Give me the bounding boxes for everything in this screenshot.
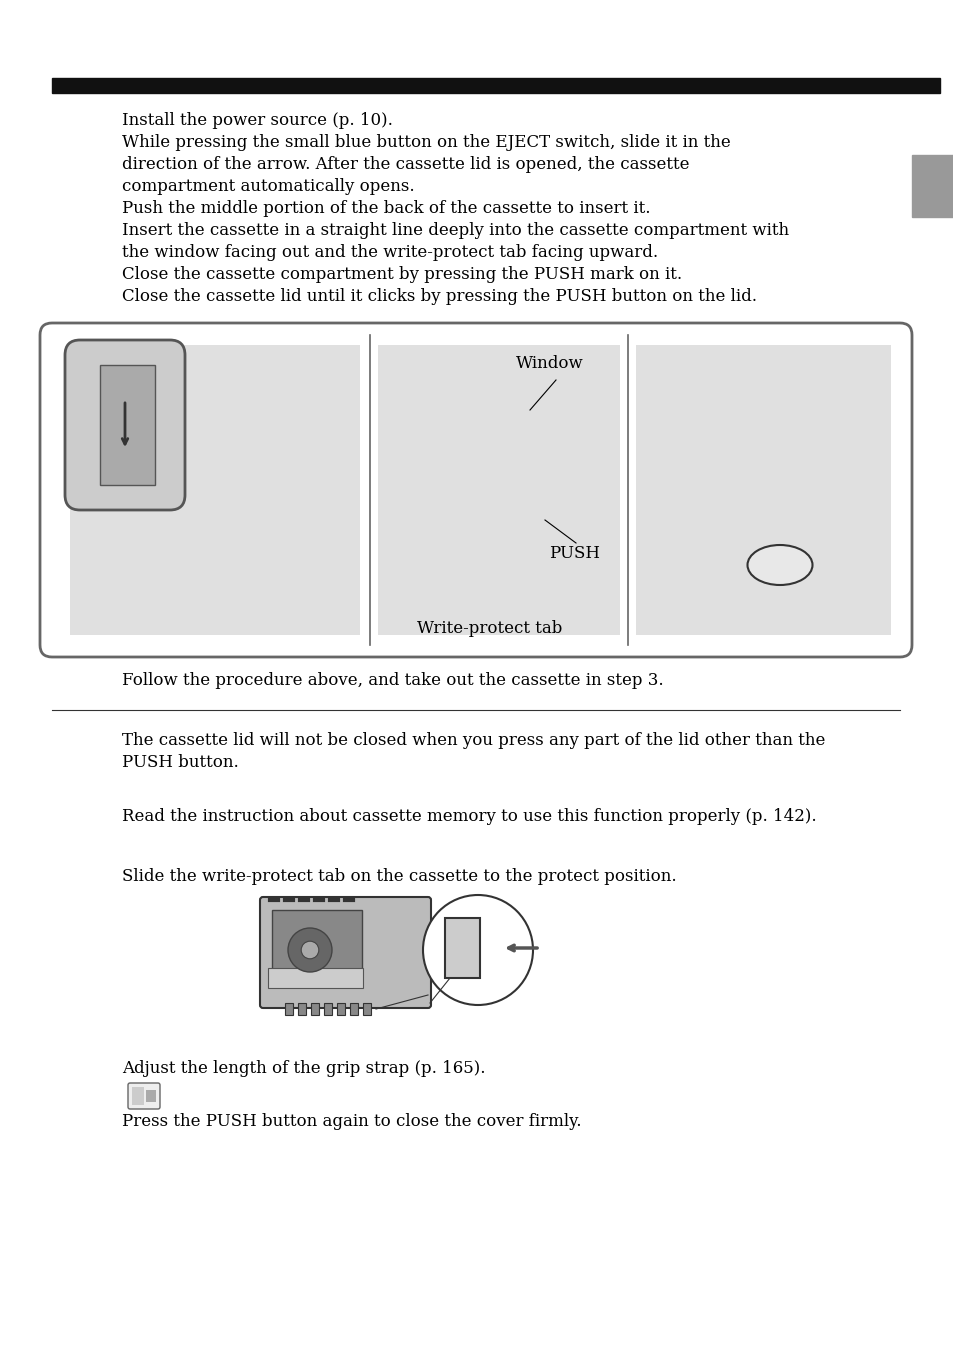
FancyBboxPatch shape [40, 323, 911, 657]
Bar [100, 365, 154, 485]
Text: Slide the write-protect tab on the cassette to the protect position.: Slide the write-protect tab on the casse… [122, 868, 676, 886]
Text: The cassette lid will not be closed when you press any part of the lid other tha: The cassette lid will not be closed when… [122, 731, 824, 749]
Text: Adjust the length of the grip strap (p. 165).: Adjust the length of the grip strap (p. … [122, 1060, 485, 1078]
Bar [132, 1087, 144, 1105]
Text: Insert the cassette in a straight line deeply into the cassette compartment with: Insert the cassette in a straight line d… [122, 222, 788, 239]
Text: Push the middle portion of the back of the cassette to insert it.: Push the middle portion of the back of t… [122, 200, 650, 218]
Text: Press the PUSH button again to close the cover firmly.: Press the PUSH button again to close the… [122, 1113, 581, 1130]
Bar [146, 1090, 156, 1102]
Circle shape [301, 941, 318, 959]
Bar [52, 78, 939, 93]
Text: While pressing the small blue button on the EJECT switch, slide it in the: While pressing the small blue button on … [122, 134, 730, 151]
Bar [285, 1003, 293, 1015]
Text: Window: Window [516, 356, 583, 372]
Text: PUSH: PUSH [549, 545, 599, 562]
Bar [311, 1003, 318, 1015]
Bar [363, 1003, 371, 1015]
Text: Follow the procedure above, and take out the cassette in step 3.: Follow the procedure above, and take out… [122, 672, 663, 690]
Text: Write-protect tab: Write-protect tab [416, 621, 562, 637]
Bar [636, 345, 890, 635]
Text: Close the cassette lid until it clicks by pressing the PUSH button on the lid.: Close the cassette lid until it clicks b… [122, 288, 757, 306]
Bar [324, 1003, 332, 1015]
Text: compartment automatically opens.: compartment automatically opens. [122, 178, 415, 195]
Bar [297, 1003, 306, 1015]
FancyBboxPatch shape [128, 1083, 160, 1109]
Text: the window facing out and the write-protect tab facing upward.: the window facing out and the write-prot… [122, 243, 658, 261]
Bar [336, 1003, 345, 1015]
Bar [377, 345, 619, 635]
Bar [268, 968, 363, 988]
Circle shape [422, 895, 533, 1005]
Ellipse shape [747, 545, 812, 585]
Text: direction of the arrow. After the cassette lid is opened, the cassette: direction of the arrow. After the casset… [122, 155, 689, 173]
Text: Close the cassette compartment by pressing the PUSH mark on it.: Close the cassette compartment by pressi… [122, 266, 681, 283]
Circle shape [288, 927, 332, 972]
Bar [444, 918, 479, 977]
Bar [350, 1003, 357, 1015]
FancyBboxPatch shape [65, 339, 185, 510]
Bar [272, 910, 361, 986]
Text: Install the power source (p. 10).: Install the power source (p. 10). [122, 112, 393, 128]
FancyBboxPatch shape [260, 896, 431, 1009]
Text: Read the instruction about cassette memory to use this function properly (p. 142: Read the instruction about cassette memo… [122, 808, 816, 825]
Bar [911, 155, 953, 218]
Bar [70, 345, 359, 635]
Text: PUSH button.: PUSH button. [122, 754, 238, 771]
